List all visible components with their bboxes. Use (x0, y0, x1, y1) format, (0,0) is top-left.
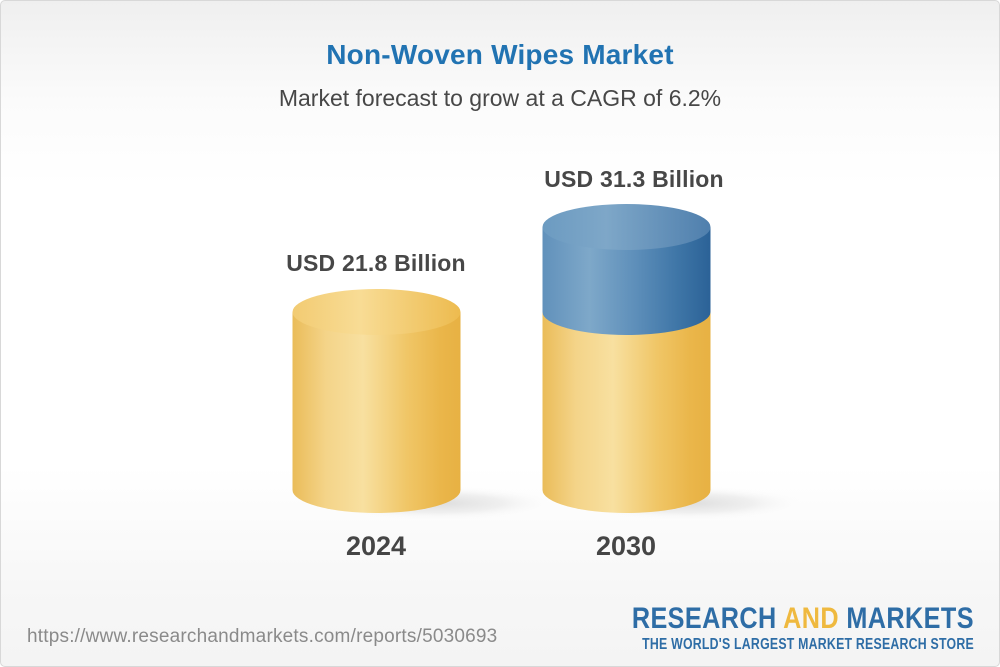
category-label-2024: 2024 (345, 531, 407, 561)
page-subtitle: Market forecast to grow at a CAGR of 6.2… (278, 85, 722, 111)
value-label-2024: USD 21.8 Billion (286, 250, 466, 276)
cylinder-2024-top (292, 289, 461, 335)
report-url: https://www.researchandmarkets.com/repor… (27, 626, 498, 647)
value-label-2030: USD 31.3 Billion (544, 166, 724, 192)
cylinder-2030-top (542, 204, 711, 250)
cylinder-2030-base-body (542, 312, 711, 513)
page-title: Non-Woven Wipes Market (326, 39, 674, 70)
cylinder-2030-growth-body (542, 227, 711, 335)
logo-tagline: THE WORLD'S LARGEST MARKET RESEARCH STOR… (642, 636, 974, 653)
logo-word-research: RESEARCH (631, 602, 777, 635)
category-label-2030: 2030 (595, 531, 657, 561)
logo-word-markets: MARKETS (846, 602, 974, 635)
logo-word-and: AND (783, 602, 840, 635)
logo-wordmark: RESEARCH AND MARKETS (612, 604, 974, 634)
research-and-markets-logo: RESEARCH AND MARKETS THE WORLD'S LARGEST… (543, 604, 974, 653)
cylinder-2024-body (292, 312, 461, 513)
